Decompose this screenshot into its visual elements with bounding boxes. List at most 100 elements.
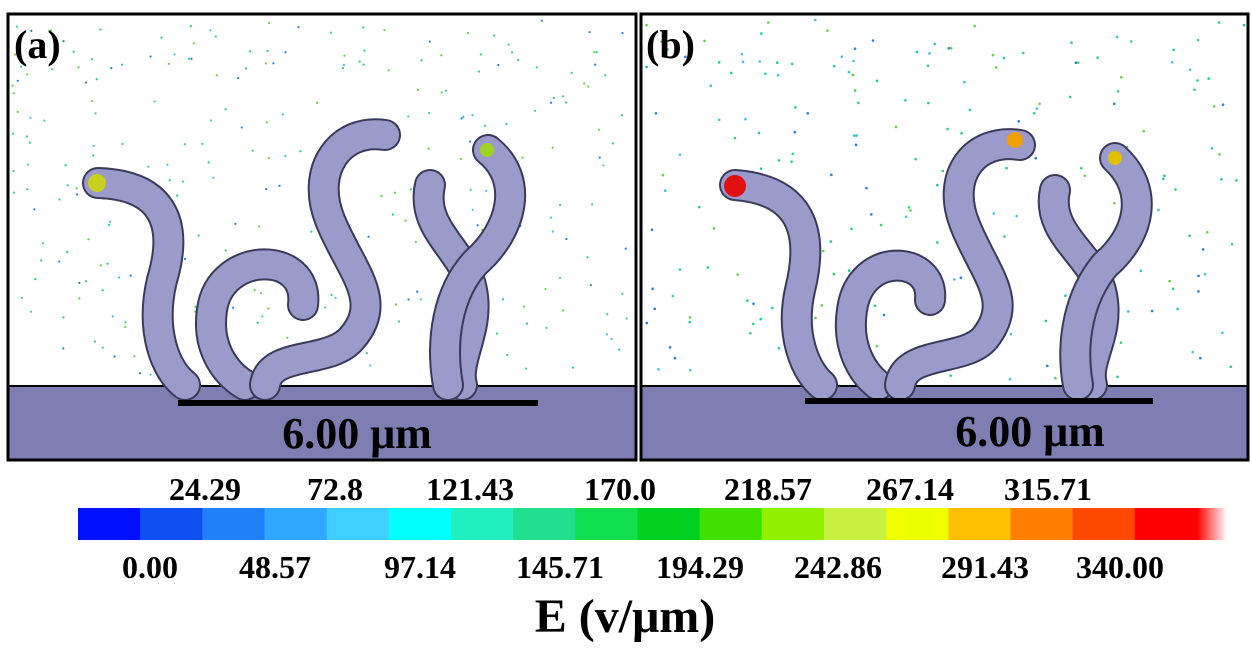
colorbar-tick-label: 194.29 bbox=[656, 549, 744, 585]
field-vector bbox=[416, 88, 420, 91]
field-vector bbox=[666, 48, 669, 51]
field-vector bbox=[904, 99, 907, 102]
field-vector bbox=[428, 40, 431, 43]
field-vector bbox=[91, 99, 94, 103]
field-vector bbox=[272, 62, 275, 65]
field-vector bbox=[593, 51, 596, 54]
field-vector bbox=[497, 63, 500, 67]
hotspot bbox=[1108, 151, 1122, 165]
field-vector bbox=[645, 65, 648, 69]
field-vector bbox=[183, 143, 187, 146]
substrate bbox=[640, 385, 1249, 461]
field-vector bbox=[1205, 230, 1209, 234]
field-vector bbox=[621, 292, 624, 295]
field-vector bbox=[936, 241, 939, 244]
field-vector bbox=[1197, 290, 1200, 293]
field-vector bbox=[598, 156, 601, 159]
colorbar-block bbox=[637, 508, 701, 540]
field-vector bbox=[624, 247, 627, 250]
field-vector bbox=[973, 24, 976, 28]
field-vector bbox=[1113, 201, 1116, 205]
field-vector bbox=[1217, 21, 1221, 24]
field-vector bbox=[409, 188, 412, 191]
field-vector bbox=[771, 306, 774, 310]
field-vector bbox=[1210, 147, 1214, 150]
field-vector bbox=[133, 355, 136, 358]
field-vector bbox=[1207, 77, 1210, 80]
field-vector bbox=[941, 169, 945, 173]
field-vector bbox=[362, 63, 365, 66]
field-vector bbox=[77, 66, 80, 69]
field-vector bbox=[968, 108, 972, 112]
field-vector bbox=[232, 306, 235, 309]
field-vector bbox=[362, 26, 365, 29]
field-vector bbox=[814, 316, 817, 320]
field-vector bbox=[1199, 356, 1202, 360]
field-vector bbox=[564, 101, 568, 104]
field-vector bbox=[933, 42, 937, 46]
field-vector bbox=[416, 290, 419, 293]
field-vector bbox=[840, 55, 844, 59]
field-vector bbox=[66, 250, 69, 254]
field-vector bbox=[709, 84, 713, 88]
field-vector bbox=[330, 293, 333, 296]
field-vector bbox=[749, 331, 752, 335]
field-vector bbox=[468, 140, 472, 143]
field-vector bbox=[25, 135, 29, 138]
field-vector bbox=[477, 70, 481, 73]
field-vector bbox=[522, 305, 526, 308]
field-vector bbox=[101, 289, 104, 292]
field-vector bbox=[821, 249, 825, 253]
field-vector bbox=[343, 54, 346, 57]
field-vector bbox=[466, 31, 470, 35]
field-vector bbox=[688, 316, 692, 319]
field-vector bbox=[244, 67, 248, 70]
field-vector bbox=[511, 51, 514, 54]
field-vector bbox=[850, 227, 853, 231]
field-vector bbox=[387, 69, 390, 72]
field-vector bbox=[190, 57, 193, 60]
colorbar-tick-label: 0.00 bbox=[122, 549, 178, 585]
field-vector bbox=[234, 222, 237, 225]
field-vector bbox=[820, 304, 824, 307]
colorbar-tick-label: 48.57 bbox=[239, 549, 311, 585]
field-vector bbox=[663, 189, 667, 193]
colorbar-block bbox=[202, 508, 265, 540]
field-vector bbox=[914, 157, 917, 161]
field-vector bbox=[1139, 269, 1143, 273]
field-vector bbox=[865, 186, 868, 190]
field-vector bbox=[393, 191, 397, 194]
field-vector bbox=[207, 161, 210, 164]
colorbar-block bbox=[699, 508, 763, 540]
field-vector bbox=[12, 169, 15, 173]
field-vector bbox=[258, 225, 261, 228]
field-vector bbox=[1229, 365, 1233, 369]
field-vector bbox=[1174, 188, 1177, 191]
field-vector bbox=[591, 203, 594, 206]
field-vector bbox=[358, 60, 361, 63]
field-vector bbox=[1009, 332, 1013, 336]
field-vector bbox=[261, 315, 264, 318]
field-vector bbox=[493, 34, 496, 37]
field-vector bbox=[341, 67, 344, 70]
field-vector bbox=[99, 264, 102, 267]
field-vector bbox=[297, 26, 300, 29]
field-vector bbox=[1191, 350, 1195, 354]
field-vector bbox=[730, 71, 733, 75]
field-vector bbox=[197, 234, 200, 237]
field-vector bbox=[284, 51, 287, 54]
field-vector bbox=[334, 296, 337, 300]
field-vector bbox=[1221, 103, 1225, 106]
field-vector bbox=[790, 160, 793, 164]
field-vector bbox=[1119, 75, 1123, 79]
field-vector bbox=[240, 126, 243, 129]
field-vector bbox=[153, 100, 156, 103]
field-vector bbox=[394, 303, 398, 306]
field-vector bbox=[11, 84, 14, 87]
field-vector bbox=[1038, 102, 1041, 106]
field-vector bbox=[113, 355, 116, 358]
field-vector bbox=[264, 62, 268, 65]
field-vector bbox=[1197, 274, 1200, 278]
field-vector bbox=[278, 184, 281, 187]
field-vector bbox=[1188, 68, 1192, 71]
